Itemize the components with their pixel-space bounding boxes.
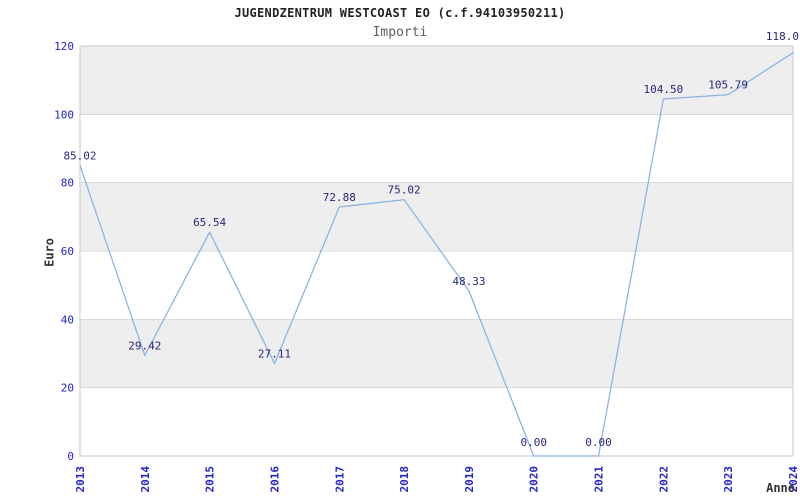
y-tick-label: 60 — [61, 245, 74, 258]
y-axis-title: Euro — [43, 238, 57, 267]
plot-border — [79, 45, 794, 457]
y-tick-label: 100 — [54, 108, 74, 121]
x-tick-label: 2020 — [528, 466, 541, 493]
x-tick-label: 2024 — [787, 466, 800, 493]
y-tick-label: 40 — [61, 313, 74, 326]
x-tick-label: 2021 — [593, 466, 606, 493]
point-label: 0.00 — [520, 436, 547, 449]
point-label: 85.02 — [63, 150, 96, 163]
x-tick-label: 2018 — [398, 466, 411, 493]
x-tick-label: 2013 — [74, 466, 87, 493]
plot-band — [80, 182, 793, 251]
y-tick-label: 120 — [54, 40, 74, 53]
point-label: 0.00 — [585, 436, 612, 449]
point-label: 29.42 — [128, 340, 161, 353]
point-label: 104.50 — [643, 83, 683, 96]
point-label: 65.54 — [193, 216, 226, 229]
y-tick-label: 0 — [67, 450, 74, 463]
x-tick-label: 2014 — [139, 466, 152, 493]
x-tick-label: 2019 — [463, 466, 476, 493]
point-label: 72.88 — [323, 191, 356, 204]
series-line — [79, 52, 794, 457]
y-tick-label: 20 — [61, 382, 74, 395]
point-label: 118.0 — [766, 30, 799, 43]
plot-band — [80, 319, 793, 388]
x-tick-label: 2023 — [722, 466, 735, 493]
chart-title: JUGENDZENTRUM WESTCOAST EO (c.f.94103950… — [234, 6, 566, 20]
x-tick-label: 2015 — [204, 466, 217, 493]
point-label: 105.79 — [708, 79, 748, 92]
point-label: 48.33 — [452, 275, 485, 288]
x-tick-label: 2017 — [333, 466, 346, 493]
point-label: 27.11 — [258, 347, 291, 360]
x-tick-label: 2022 — [657, 466, 670, 493]
x-tick-label: 2016 — [268, 466, 281, 493]
point-label: 75.02 — [388, 184, 421, 197]
x-axis-title: Anno — [766, 481, 795, 495]
plot-band — [80, 46, 793, 115]
y-tick-label: 80 — [61, 177, 74, 190]
chart-subtitle: Importi — [372, 25, 428, 40]
